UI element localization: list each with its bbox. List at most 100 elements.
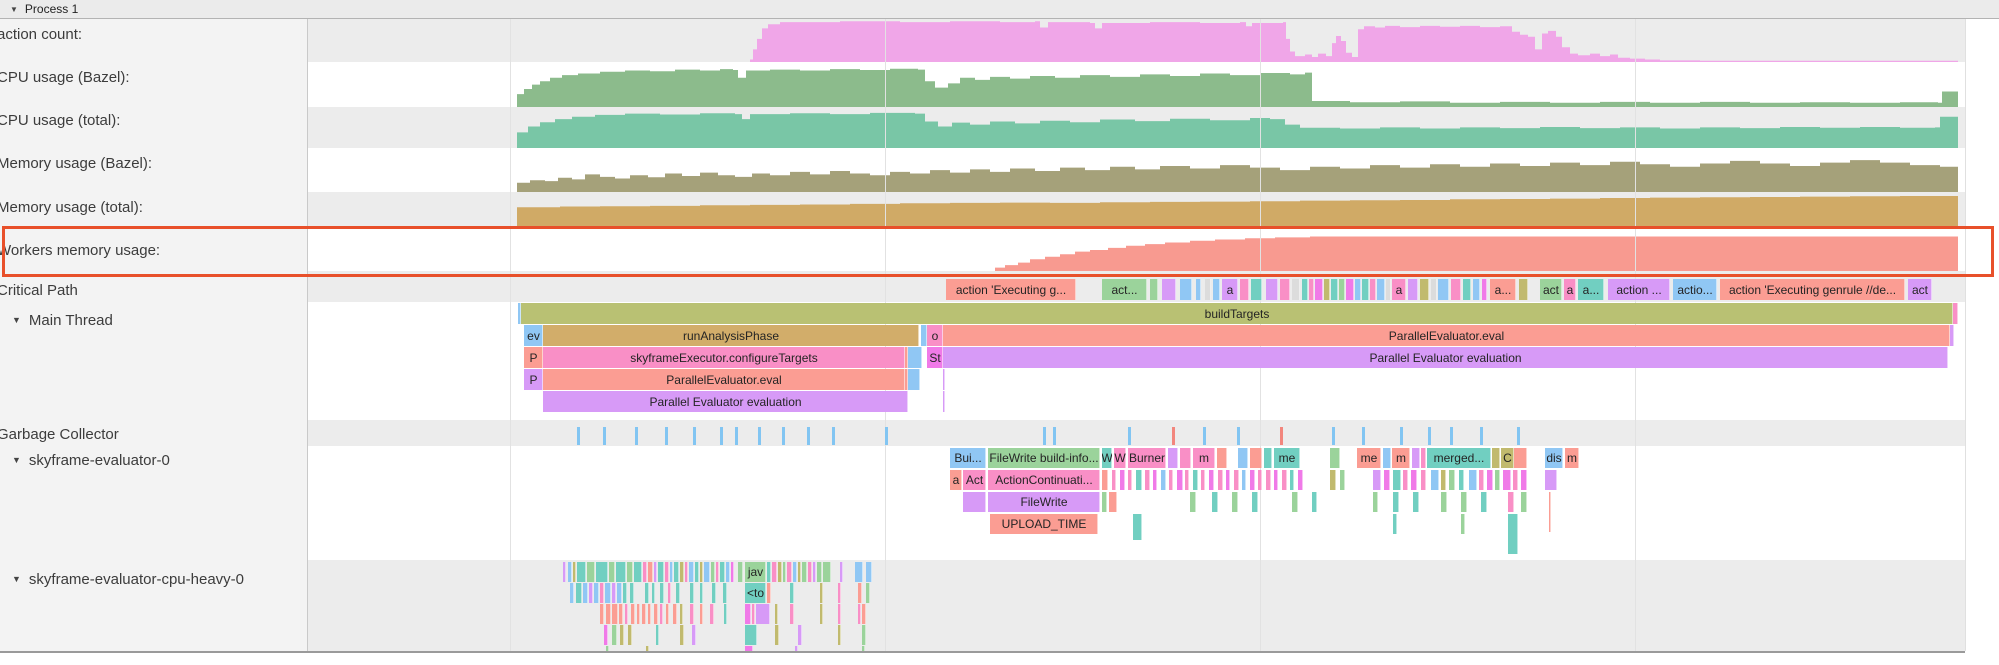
gc-event-tick[interactable] (832, 427, 835, 445)
trace-slice-skyframe-evaluator-cpu-heavy-0[interactable] (627, 562, 633, 582)
trace-slice-skyframe-evaluator-cpu-heavy-0[interactable] (594, 583, 599, 603)
trace-slice-critical-path[interactable]: action 'Executing genrule //de... (1720, 279, 1905, 300)
gc-event-tick[interactable] (693, 427, 696, 445)
trace-slice-critical-path[interactable]: a (1392, 279, 1406, 300)
trace-slice-critical-path[interactable] (1266, 279, 1278, 300)
trace-slice-skyframe-evaluator-0[interactable] (1201, 470, 1205, 490)
trace-slice-skyframe-evaluator-0[interactable] (1102, 492, 1107, 512)
trace-slice-skyframe-evaluator-cpu-heavy-0[interactable] (666, 604, 669, 624)
gc-event-tick[interactable] (1053, 427, 1056, 445)
trace-slice-skyframe-evaluator-0[interactable] (1250, 470, 1255, 490)
trace-slice-skyframe-evaluator-cpu-heavy-0[interactable] (634, 562, 642, 582)
trace-slice-skyframe-evaluator-cpu-heavy-0[interactable] (716, 562, 719, 582)
trace-slice-skyframe-evaluator-cpu-heavy-0[interactable] (654, 604, 658, 624)
trace-slice-skyframe-evaluator-0[interactable] (1274, 470, 1278, 490)
sidebar-track-label[interactable]: Memory usage (Bazel): (0, 153, 152, 173)
gc-event-tick[interactable] (1128, 427, 1131, 445)
trace-slice-skyframe-evaluator-cpu-heavy-0[interactable] (700, 604, 703, 624)
trace-slice-skyframe-evaluator-cpu-heavy-0[interactable] (775, 625, 779, 645)
trace-slice-skyframe-evaluator-cpu-heavy-0[interactable] (656, 625, 659, 645)
trace-slice-main-thread[interactable] (1953, 303, 1958, 324)
trace-slice-critical-path[interactable] (1324, 279, 1330, 300)
sidebar-track-label[interactable]: ▼ skyframe-evaluator-0 (12, 450, 170, 470)
trace-slice-skyframe-evaluator-0[interactable] (1461, 492, 1467, 512)
trace-slice-critical-path[interactable] (1362, 279, 1369, 300)
trace-slice-main-thread[interactable] (908, 369, 920, 390)
trace-slice-skyframe-evaluator-0[interactable] (1232, 492, 1238, 512)
trace-slice-skyframe-evaluator-0[interactable]: me (1274, 448, 1300, 468)
trace-slice-critical-path[interactable] (1309, 279, 1314, 300)
trace-slice-skyframe-evaluator-0[interactable]: m (1565, 448, 1579, 468)
trace-slice-skyframe-evaluator-cpu-heavy-0[interactable] (862, 646, 865, 651)
trace-slice-skyframe-evaluator-0[interactable] (1258, 470, 1262, 490)
trace-slice-skyframe-evaluator-cpu-heavy-0[interactable] (648, 562, 653, 582)
trace-slice-skyframe-evaluator-0[interactable] (1413, 492, 1419, 512)
trace-slice-skyframe-evaluator-cpu-heavy-0[interactable] (577, 562, 586, 582)
process-header[interactable]: ▼ Process 1 (0, 0, 1999, 19)
trace-slice-main-thread[interactable]: P (524, 369, 543, 390)
trace-slice-critical-path[interactable] (1162, 279, 1176, 300)
trace-slice-critical-path[interactable] (1408, 279, 1418, 300)
trace-slice-skyframe-evaluator-0[interactable] (1340, 470, 1345, 490)
trace-slice-skyframe-evaluator-cpu-heavy-0[interactable] (668, 583, 671, 603)
trace-slice-skyframe-evaluator-0[interactable] (1421, 448, 1426, 468)
trace-slice-skyframe-evaluator-0[interactable] (1403, 470, 1408, 490)
trace-slice-critical-path[interactable] (1150, 279, 1158, 300)
counter-chart-memory-usage-total-[interactable] (0, 192, 1965, 227)
trace-slice-skyframe-evaluator-0[interactable] (1161, 470, 1166, 490)
trace-slice-critical-path[interactable] (1438, 279, 1449, 300)
trace-slice-skyframe-evaluator-0[interactable] (1469, 470, 1477, 490)
trace-slice-critical-path[interactable]: actio... (1673, 279, 1717, 300)
trace-slice-main-thread[interactable] (943, 391, 945, 412)
trace-slice-skyframe-evaluator-cpu-heavy-0[interactable] (631, 604, 635, 624)
gc-event-tick[interactable] (1203, 427, 1206, 445)
trace-slice-skyframe-evaluator-0[interactable] (1185, 470, 1189, 490)
trace-slice-skyframe-evaluator-0[interactable] (1120, 470, 1125, 490)
trace-slice-skyframe-evaluator-cpu-heavy-0[interactable] (645, 583, 649, 603)
trace-slice-skyframe-evaluator-cpu-heavy-0[interactable] (616, 562, 626, 582)
trace-slice-skyframe-evaluator-0[interactable]: Bui... (950, 448, 986, 468)
trace-slice-skyframe-evaluator-cpu-heavy-0[interactable] (840, 562, 843, 582)
trace-slice-skyframe-evaluator-cpu-heavy-0[interactable] (862, 625, 866, 645)
trace-slice-critical-path[interactable] (1240, 279, 1249, 300)
trace-slice-critical-path[interactable] (1519, 279, 1528, 300)
trace-slice-skyframe-evaluator-cpu-heavy-0[interactable] (600, 604, 604, 624)
trace-slice-skyframe-evaluator-0[interactable] (1136, 470, 1142, 490)
trace-slice-skyframe-evaluator-cpu-heavy-0[interactable] (767, 583, 771, 603)
trace-slice-skyframe-evaluator-0[interactable] (1503, 470, 1511, 490)
trace-slice-skyframe-evaluator-cpu-heavy-0[interactable] (704, 562, 710, 582)
trace-slice-main-thread[interactable]: ParallelEvaluator.eval (543, 369, 905, 390)
trace-slice-skyframe-evaluator-0[interactable] (1441, 492, 1447, 512)
sidebar-track-label[interactable]: ▼ skyframe-evaluator-cpu-heavy-0 (12, 569, 244, 589)
trace-slice-skyframe-evaluator-0[interactable] (1109, 492, 1117, 512)
trace-slice-skyframe-evaluator-0[interactable] (1330, 470, 1336, 490)
trace-slice-skyframe-evaluator-cpu-heavy-0[interactable] (866, 562, 872, 582)
trace-slice-skyframe-evaluator-0[interactable]: C (1501, 448, 1514, 468)
trace-slice-skyframe-evaluator-0[interactable] (1492, 448, 1500, 468)
trace-slice-skyframe-evaluator-0[interactable]: UPLOAD_TIME (990, 514, 1098, 534)
trace-slice-main-thread[interactable]: Parallel Evaluator evaluation (943, 347, 1948, 368)
trace-slice-skyframe-evaluator-cpu-heavy-0[interactable] (700, 562, 703, 582)
trace-slice-skyframe-evaluator-0[interactable]: merged... (1427, 448, 1491, 468)
trace-slice-skyframe-evaluator-0[interactable] (1393, 470, 1401, 490)
trace-slice-skyframe-evaluator-0[interactable] (1238, 448, 1248, 468)
trace-slice-critical-path[interactable] (1315, 279, 1323, 300)
trace-slice-skyframe-evaluator-0[interactable]: FileWrite build-info... (988, 448, 1100, 468)
trace-slice-critical-path[interactable] (1302, 279, 1308, 300)
trace-slice-skyframe-evaluator-0[interactable] (1431, 470, 1439, 490)
trace-slice-skyframe-evaluator-cpu-heavy-0[interactable] (685, 562, 688, 582)
trace-slice-main-thread[interactable] (908, 347, 922, 368)
trace-slice-skyframe-evaluator-cpu-heavy-0[interactable] (745, 646, 753, 651)
trace-slice-skyframe-evaluator-cpu-heavy-0[interactable] (711, 562, 715, 582)
counter-chart-cpu-usage-total-[interactable] (0, 107, 1965, 148)
trace-slice-main-thread[interactable]: P (524, 347, 543, 368)
trace-slice-skyframe-evaluator-0[interactable] (1252, 492, 1258, 512)
trace-slice-skyframe-evaluator-0[interactable] (963, 492, 986, 512)
trace-slice-skyframe-evaluator-cpu-heavy-0[interactable] (738, 562, 743, 582)
trace-slice-skyframe-evaluator-cpu-heavy-0[interactable] (710, 604, 714, 624)
trace-slice-skyframe-evaluator-cpu-heavy-0[interactable] (573, 562, 576, 582)
trace-slice-skyframe-evaluator-0[interactable] (1393, 514, 1397, 534)
trace-slice-skyframe-evaluator-cpu-heavy-0[interactable] (623, 583, 627, 603)
trace-slice-critical-path[interactable] (1339, 279, 1345, 300)
trace-slice-critical-path[interactable] (1251, 279, 1262, 300)
